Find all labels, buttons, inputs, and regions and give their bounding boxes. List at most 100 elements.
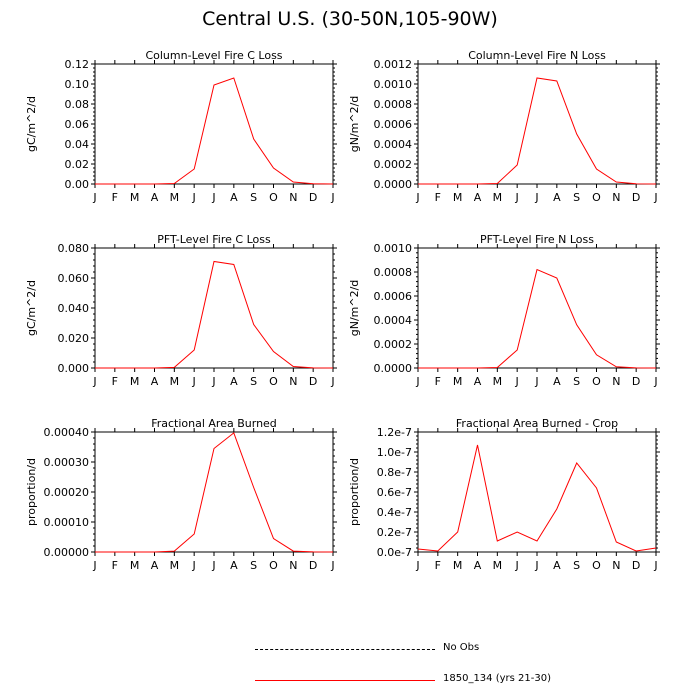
- y-tick-label: 0.0000: [374, 362, 413, 375]
- x-tick-label: M: [170, 375, 180, 388]
- x-tick-label: J: [92, 559, 96, 572]
- x-tick-label: M: [130, 559, 140, 572]
- series-line: [95, 432, 334, 553]
- y-axis-label: proportion/d: [25, 458, 38, 526]
- plot-frame: [417, 431, 657, 553]
- legend-label: No Obs: [443, 642, 480, 653]
- y-tick-label: 0.08: [65, 98, 90, 111]
- series-line: [95, 260, 334, 369]
- y-tick-label: 0.00040: [44, 426, 90, 439]
- x-tick-label: S: [573, 375, 580, 388]
- x-tick-label: O: [592, 375, 601, 388]
- x-tick-label: J: [653, 191, 657, 204]
- x-tick-label: M: [493, 559, 503, 572]
- x-tick-label: A: [151, 375, 159, 388]
- x-tick-label: J: [92, 191, 96, 204]
- chart-panel-3: PFT-Level Fire C Loss gC/m^2/d 0.000 0.020 0…: [25, 233, 337, 388]
- y-tick-label: 0.02: [65, 158, 90, 171]
- chart-panel-6: Fractional Area Burned - Crop proportion/…: [348, 417, 660, 572]
- y-axis-label: gN/m^2/d: [348, 96, 361, 153]
- y-tick-label: 0.0010: [374, 78, 413, 91]
- y-tick-label: 0.6e-7: [377, 486, 412, 499]
- x-tick-label: J: [192, 375, 196, 388]
- x-tick-label: O: [269, 375, 278, 388]
- x-tick-label: A: [553, 559, 561, 572]
- y-axis-label: gC/m^2/d: [25, 96, 38, 152]
- chart-panel-4: PFT-Level Fire N Loss gN/m^2/d 0.0000 0.000…: [348, 233, 660, 388]
- series-line: [418, 268, 657, 369]
- y-tick-label: 0.0002: [374, 338, 413, 351]
- x-tick-label: N: [612, 191, 620, 204]
- x-tick-label: A: [230, 375, 238, 388]
- x-tick-label: J: [211, 559, 215, 572]
- x-tick-label: J: [211, 375, 215, 388]
- y-axis-label: gC/m^2/d: [25, 280, 38, 336]
- legend-label: 1850_134 (yrs 21-30): [443, 673, 551, 684]
- x-tick-label: O: [269, 191, 278, 204]
- x-tick-label: A: [230, 559, 238, 572]
- x-tick-label: M: [170, 559, 180, 572]
- y-tick-label: 0.0008: [374, 266, 413, 279]
- y-tick-label: 0.00000: [44, 546, 90, 559]
- x-tick-label: D: [632, 375, 640, 388]
- y-tick-label: 0.020: [58, 332, 90, 345]
- x-tick-label: F: [112, 559, 118, 572]
- plot-frame: [94, 247, 334, 369]
- y-tick-label: 0.06: [65, 118, 90, 131]
- x-tick-label: J: [211, 191, 215, 204]
- y-tick-label: 0.0006: [374, 290, 413, 303]
- x-tick-label: J: [534, 375, 538, 388]
- x-tick-label: N: [289, 375, 297, 388]
- y-tick-label: 0.4e-7: [377, 506, 412, 519]
- y-tick-label: 0.8e-7: [377, 466, 412, 479]
- x-tick-label: A: [151, 191, 159, 204]
- series-line: [95, 77, 334, 185]
- plot-frame: [94, 63, 334, 185]
- x-tick-label: A: [474, 559, 482, 572]
- y-tick-label: 0.0004: [374, 138, 413, 151]
- x-tick-label: O: [592, 559, 601, 572]
- x-tick-label: J: [534, 559, 538, 572]
- y-axis-label: gN/m^2/d: [348, 280, 361, 337]
- x-tick-label: M: [493, 375, 503, 388]
- x-tick-label: A: [553, 191, 561, 204]
- x-tick-label: M: [170, 191, 180, 204]
- y-tick-label: 0.040: [58, 302, 90, 315]
- x-tick-label: M: [130, 191, 140, 204]
- x-tick-label: S: [250, 559, 257, 572]
- panel-title: Column-Level Fire C Loss: [145, 49, 282, 62]
- x-tick-label: J: [92, 375, 96, 388]
- y-tick-label: 0.10: [65, 78, 90, 91]
- x-tick-label: D: [632, 191, 640, 204]
- x-tick-label: F: [435, 375, 441, 388]
- x-tick-label: O: [269, 559, 278, 572]
- y-tick-label: 0.00: [65, 178, 90, 191]
- page-title: Central U.S. (30-50N,105-90W): [202, 8, 498, 30]
- chart-panel-5: Fractional Area Burned proportion/d 0.0000…: [25, 417, 337, 572]
- x-tick-label: O: [592, 191, 601, 204]
- x-tick-label: F: [435, 559, 441, 572]
- panel-title: Fractional Area Burned - Crop: [456, 417, 618, 430]
- panel-title: PFT-Level Fire N Loss: [480, 233, 594, 246]
- x-tick-label: A: [230, 191, 238, 204]
- x-tick-label: A: [151, 559, 159, 572]
- x-tick-label: J: [415, 191, 419, 204]
- x-tick-label: J: [534, 191, 538, 204]
- y-tick-label: 0.12: [65, 58, 90, 71]
- chart-panel-2: Column-Level Fire N Loss gN/m^2/d 0.0000 0.…: [348, 49, 660, 204]
- y-tick-label: 0.0000: [374, 178, 413, 191]
- y-tick-label: 0.00020: [44, 486, 90, 499]
- x-tick-label: J: [192, 191, 196, 204]
- x-tick-label: S: [573, 559, 580, 572]
- panel-title: Column-Level Fire N Loss: [468, 49, 606, 62]
- x-tick-label: J: [515, 559, 519, 572]
- legend-swatch-dashed: [255, 649, 435, 650]
- x-tick-label: J: [653, 375, 657, 388]
- x-tick-label: J: [415, 375, 419, 388]
- x-tick-label: D: [309, 191, 317, 204]
- y-tick-label: 0.0004: [374, 314, 413, 327]
- chart-panel-1: Column-Level Fire C Loss gC/m^2/d 0.00 0.02…: [25, 49, 337, 204]
- y-tick-label: 0.060: [58, 272, 90, 285]
- x-tick-label: F: [112, 375, 118, 388]
